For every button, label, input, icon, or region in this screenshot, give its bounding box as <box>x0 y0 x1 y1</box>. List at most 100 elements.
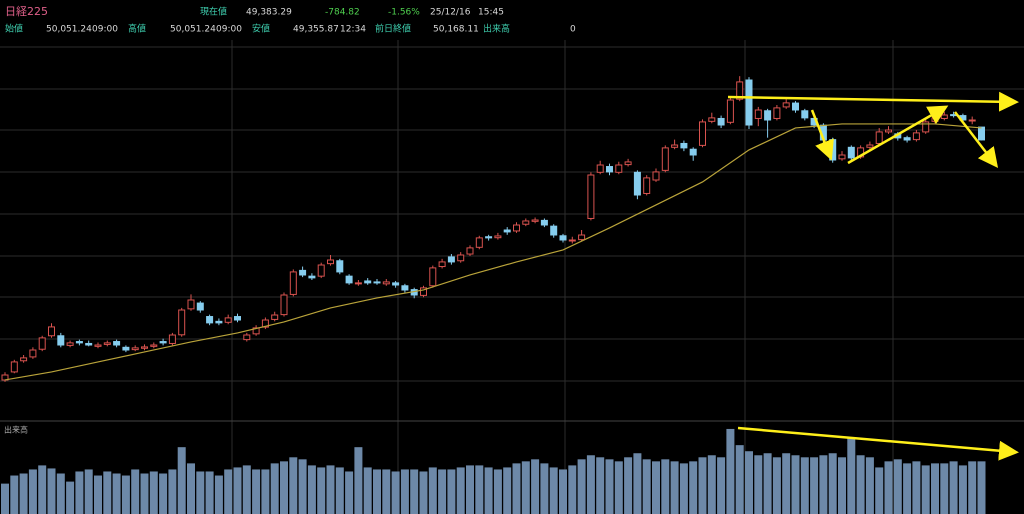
volume-bar <box>168 469 177 514</box>
volume-bar <box>865 457 874 514</box>
candle-body <box>336 260 344 273</box>
volume-bar <box>800 457 809 514</box>
candle-body <box>196 302 204 311</box>
volume-bar <box>47 468 56 514</box>
change: -784.82 <box>325 8 360 18</box>
candle-body <box>931 117 939 122</box>
candle-body <box>940 114 948 119</box>
candle-body <box>382 281 390 285</box>
volume-bar <box>596 457 605 514</box>
volume-bar <box>280 461 288 514</box>
candle-body <box>429 267 437 287</box>
candle-body <box>745 79 753 126</box>
candle-body <box>875 131 883 144</box>
volume-bar <box>75 471 84 514</box>
volume-bar <box>373 469 381 514</box>
volume-bar <box>940 463 949 514</box>
volume-bar <box>149 471 158 514</box>
candle-body <box>550 225 558 236</box>
index-name: 日経225 <box>5 5 48 18</box>
volume-bar <box>419 471 428 514</box>
volume-bar <box>224 469 233 514</box>
volume-bar <box>205 471 214 514</box>
candle-body <box>587 174 595 219</box>
volume-bar <box>586 455 595 514</box>
volume-bar <box>19 473 28 514</box>
candle-body <box>624 161 632 166</box>
volume-bar <box>707 455 716 514</box>
volume-bar <box>893 459 902 514</box>
candle-body <box>559 235 567 241</box>
candle-body <box>978 126 985 141</box>
candle-body <box>726 99 734 123</box>
volume-bar <box>782 453 791 514</box>
candle-body <box>10 361 18 373</box>
volume-bar <box>912 461 921 514</box>
candle-body <box>689 148 697 156</box>
candle-body <box>271 314 279 320</box>
low-value: 49,355.87 <box>293 25 339 35</box>
arrow <box>810 109 834 161</box>
candle-body <box>661 147 669 171</box>
volume-bar <box>131 469 140 514</box>
volume-bar <box>614 461 623 514</box>
candle-body <box>234 316 241 321</box>
high-time: 09:00 <box>216 25 242 35</box>
prev-close-label: 前日終値 <box>375 23 411 35</box>
change-pct: -1.56% <box>388 8 420 18</box>
volume-bars <box>1 428 986 514</box>
candle-body <box>903 137 911 141</box>
candle-body <box>671 144 679 148</box>
candle-body <box>94 344 102 347</box>
candle-body <box>168 334 176 344</box>
open-label: 始値 <box>5 23 23 35</box>
candle-body <box>299 269 307 276</box>
volume-bar <box>484 467 493 514</box>
candle-body <box>531 219 539 222</box>
volume-bar <box>103 471 112 514</box>
volume-bar <box>931 463 939 514</box>
volume-bar <box>252 469 261 514</box>
volume-bar <box>531 459 540 514</box>
candle-body <box>215 320 223 324</box>
candle-body <box>736 81 744 100</box>
volume-bar <box>828 453 837 514</box>
candle-body <box>652 171 660 181</box>
candle-body <box>447 256 455 263</box>
volume-bar <box>754 455 763 514</box>
volume-bar <box>196 471 205 514</box>
volume-bar <box>159 473 168 514</box>
candle-body <box>159 341 167 344</box>
volume-bar <box>363 467 372 514</box>
candle-body <box>866 144 874 148</box>
volume-bar <box>1 483 9 514</box>
volume-bar <box>977 461 986 514</box>
volume-bar <box>447 469 456 514</box>
candle-body <box>717 117 725 126</box>
volume-bar <box>475 465 484 514</box>
candle-body <box>782 102 790 108</box>
candle-body <box>38 337 46 350</box>
grid <box>0 40 1024 514</box>
volume-bar <box>28 469 37 514</box>
volume-bar <box>466 465 474 514</box>
candle-body <box>606 166 613 173</box>
candle-body <box>708 117 716 122</box>
volume-bar <box>670 461 679 514</box>
volume-bar <box>949 461 958 514</box>
volume-bar <box>270 463 279 514</box>
low-time: 12:34 <box>340 25 366 35</box>
candle-body <box>540 219 548 226</box>
candle-body <box>764 110 772 121</box>
header: 日経225 現在値 49,383.29 -784.82 -1.56% 25/12… <box>5 5 576 35</box>
volume-bar <box>772 457 781 514</box>
candle-body <box>75 341 83 344</box>
volume-bar <box>717 457 726 514</box>
volume-bar <box>428 467 437 514</box>
open-time: 09:00 <box>92 25 118 35</box>
candle-body <box>596 164 604 173</box>
candle-body <box>364 280 372 284</box>
volume-bar <box>307 465 316 514</box>
candle-body <box>243 334 251 341</box>
volume-bar <box>968 461 977 514</box>
